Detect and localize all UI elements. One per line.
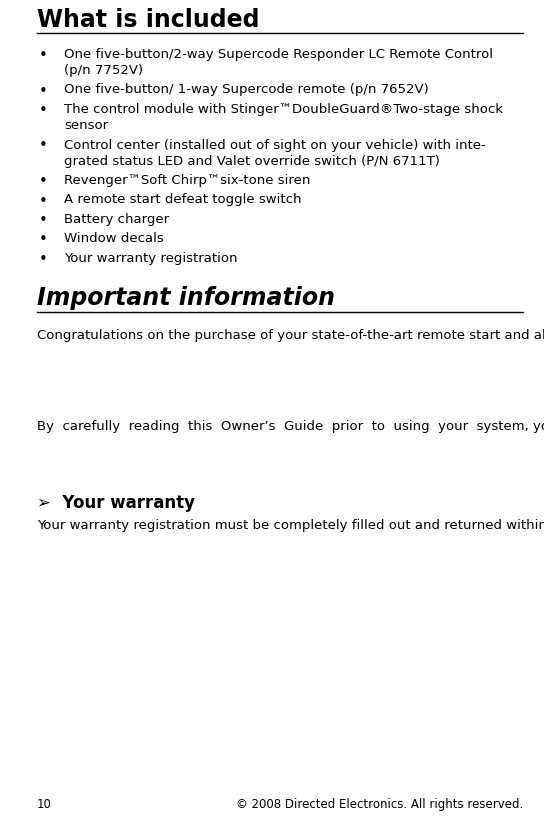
Text: (p/n 7752V): (p/n 7752V) — [64, 64, 143, 77]
Text: Control center (installed out of sight on your vehicle) with inte-: Control center (installed out of sight o… — [64, 138, 486, 152]
Text: The control module with Stinger™DoubleGuard®Two-stage shock: The control module with Stinger™DoubleGu… — [64, 103, 503, 115]
Text: Battery charger: Battery charger — [64, 213, 169, 226]
Text: •: • — [39, 103, 48, 118]
Text: •: • — [39, 138, 48, 153]
Text: •: • — [39, 233, 48, 247]
Text: •: • — [39, 251, 48, 267]
Text: grated status LED and Valet override switch (P/N 6711T): grated status LED and Valet override swi… — [64, 154, 440, 167]
Text: 10: 10 — [37, 797, 52, 810]
Text: ➢  Your warranty: ➢ Your warranty — [37, 494, 195, 512]
Text: A remote start defeat toggle switch: A remote start defeat toggle switch — [64, 193, 302, 206]
Text: Revenger™Soft Chirp™six-tone siren: Revenger™Soft Chirp™six-tone siren — [64, 174, 311, 187]
Text: Your warranty registration must be completely filled out and returned within 10 : Your warranty registration must be compl… — [37, 518, 544, 531]
Text: Your warranty registration: Your warranty registration — [64, 251, 238, 265]
Text: •: • — [39, 213, 48, 228]
Text: Window decals: Window decals — [64, 233, 164, 245]
Text: One five-button/ 1-way Supercode remote (p/n 7652V): One five-button/ 1-way Supercode remote … — [64, 84, 429, 97]
Text: sensor: sensor — [64, 119, 108, 132]
Text: © 2008 Directed Electronics. All rights reserved.: © 2008 Directed Electronics. All rights … — [236, 797, 523, 810]
Text: One five-button/2-way Supercode Responder LC Remote Control: One five-button/2-way Supercode Responde… — [64, 48, 493, 61]
Text: •: • — [39, 48, 48, 63]
Text: •: • — [39, 193, 48, 208]
Text: By  carefully  reading  this  Owner’s  Guide  prior  to  using  your  system, yo: By carefully reading this Owner’s Guide … — [37, 419, 544, 432]
Text: Important information: Important information — [37, 285, 335, 309]
Text: •: • — [39, 174, 48, 188]
Text: •: • — [39, 84, 48, 98]
Text: Congratulations on the purchase of your state-of-the-art remote start and alarm : Congratulations on the purchase of your … — [37, 328, 544, 341]
Text: What is included: What is included — [37, 8, 259, 32]
